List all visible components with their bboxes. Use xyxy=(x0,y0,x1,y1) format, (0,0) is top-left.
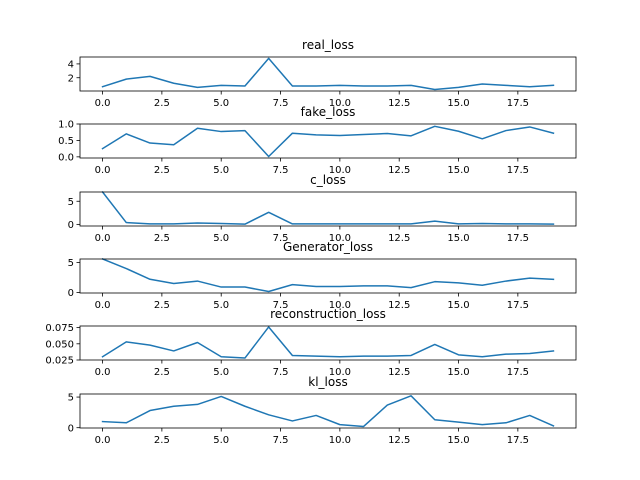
subplot-title: kl_loss xyxy=(308,375,347,389)
y-tick-label: 0.5 xyxy=(58,136,74,147)
x-tick-label: 10.0 xyxy=(329,300,351,311)
subplot-Generator-loss: 0.0 2.5 5.0 7.5 10.0 12.5 15.0 17.5 0 5 xyxy=(68,258,577,311)
x-tick-label: 0.0 xyxy=(95,98,111,109)
x-tick-label: 17.5 xyxy=(507,300,529,311)
x-tick-label: 15.0 xyxy=(447,300,469,311)
x-tick-label: 12.5 xyxy=(388,233,410,244)
axes-frame xyxy=(79,191,577,227)
x-tick-label: 5.0 xyxy=(213,98,229,109)
x-tick-label: 17.5 xyxy=(507,233,529,244)
x-tick-label: 7.5 xyxy=(273,233,289,244)
x-tick-label: 7.5 xyxy=(273,435,289,446)
x-tick-label: 2.5 xyxy=(154,435,170,446)
x-tick-label: 12.5 xyxy=(388,165,410,176)
x-tick-label: 7.5 xyxy=(273,98,289,109)
y-tick-label: 0 xyxy=(68,288,74,299)
x-tick-label: 5.0 xyxy=(213,367,229,378)
axes-frame xyxy=(79,56,577,92)
x-tick-label: 5.0 xyxy=(213,233,229,244)
x-tick-label: 15.0 xyxy=(447,165,469,176)
y-tick-label: 2 xyxy=(68,73,74,84)
x-tick-label: 2.5 xyxy=(154,233,170,244)
y-tick-label: 0.025 xyxy=(45,356,74,367)
series-line xyxy=(101,190,555,225)
x-tick-label: 10.0 xyxy=(329,367,351,378)
x-tick-label: 12.5 xyxy=(388,98,410,109)
x-tick-label: 15.0 xyxy=(447,367,469,378)
y-tick-label: 0.050 xyxy=(45,339,74,350)
x-tick-label: 0.0 xyxy=(95,165,111,176)
y-tick-label: 0.075 xyxy=(45,323,74,334)
subplot-title: real_loss xyxy=(302,38,354,52)
x-tick-label: 15.0 xyxy=(447,233,469,244)
x-tick-label: 0.0 xyxy=(95,435,111,446)
subplot-fake-loss: 0.0 2.5 5.0 7.5 10.0 12.5 15.0 17.5 0.0 0.5 1.0 xyxy=(58,120,577,176)
axes-frame xyxy=(79,258,577,294)
y-tick-label: 5 xyxy=(68,197,74,208)
y-tick-label: 5 xyxy=(68,258,74,269)
y-tick-label: 0 xyxy=(68,423,74,434)
subplot-title: reconstruction_loss xyxy=(270,307,386,321)
subplot-reconstruction-loss: 0.0 2.5 5.0 7.5 10.0 12.5 15.0 17.5 0.025 0.050 0.… xyxy=(45,323,577,378)
x-tick-label: 12.5 xyxy=(388,300,410,311)
series-line xyxy=(101,258,555,293)
x-tick-label: 5.0 xyxy=(213,435,229,446)
subplot-kl-loss: 0.0 2.5 5.0 7.5 10.0 12.5 15.0 17.5 0 5 xyxy=(68,393,577,446)
x-tick-label: 2.5 xyxy=(154,300,170,311)
x-tick-label: 17.5 xyxy=(507,367,529,378)
x-tick-label: 0.0 xyxy=(95,367,111,378)
y-tick-label: 4 xyxy=(68,60,74,71)
x-tick-label: 2.5 xyxy=(154,98,170,109)
y-tick-label: 0 xyxy=(68,220,74,231)
x-tick-label: 15.0 xyxy=(447,98,469,109)
x-tick-label: 15.0 xyxy=(447,435,469,446)
x-tick-label: 7.5 xyxy=(273,165,289,176)
x-tick-label: 2.5 xyxy=(154,367,170,378)
x-tick-label: 12.5 xyxy=(388,367,410,378)
x-tick-label: 5.0 xyxy=(213,165,229,176)
subplot-title: c_loss xyxy=(310,173,346,187)
axes-frame xyxy=(79,325,577,361)
x-tick-label: 0.0 xyxy=(95,233,111,244)
series-line xyxy=(101,57,555,91)
x-tick-label: 2.5 xyxy=(154,165,170,176)
x-tick-label: 10.0 xyxy=(329,233,351,244)
x-tick-label: 12.5 xyxy=(388,435,410,446)
x-tick-label: 7.5 xyxy=(273,300,289,311)
series-line xyxy=(101,125,555,158)
axes-frame xyxy=(79,123,577,159)
subplot-title: fake_loss xyxy=(301,105,356,119)
x-tick-label: 0.0 xyxy=(95,300,111,311)
x-tick-label: 10.0 xyxy=(329,165,351,176)
x-tick-label: 5.0 xyxy=(213,300,229,311)
y-tick-label: 5 xyxy=(68,393,74,404)
x-tick-label: 7.5 xyxy=(273,367,289,378)
series-line xyxy=(101,326,555,359)
x-tick-label: 17.5 xyxy=(507,435,529,446)
x-tick-label: 17.5 xyxy=(507,98,529,109)
y-tick-label: 1.0 xyxy=(58,120,74,131)
x-tick-label: 17.5 xyxy=(507,165,529,176)
x-tick-label: 10.0 xyxy=(329,98,351,109)
subplot-title: Generator_loss xyxy=(283,240,373,254)
axes-frame xyxy=(79,393,577,429)
subplot-real-loss: 0.0 2.5 5.0 7.5 10.0 12.5 15.0 17.5 2 4 xyxy=(68,56,577,109)
y-tick-label: 0.0 xyxy=(58,152,74,163)
x-tick-label: 10.0 xyxy=(329,435,351,446)
series-line xyxy=(101,395,555,428)
subplot-c-loss: 0.0 2.5 5.0 7.5 10.0 12.5 15.0 17.5 0 5 xyxy=(68,190,577,244)
